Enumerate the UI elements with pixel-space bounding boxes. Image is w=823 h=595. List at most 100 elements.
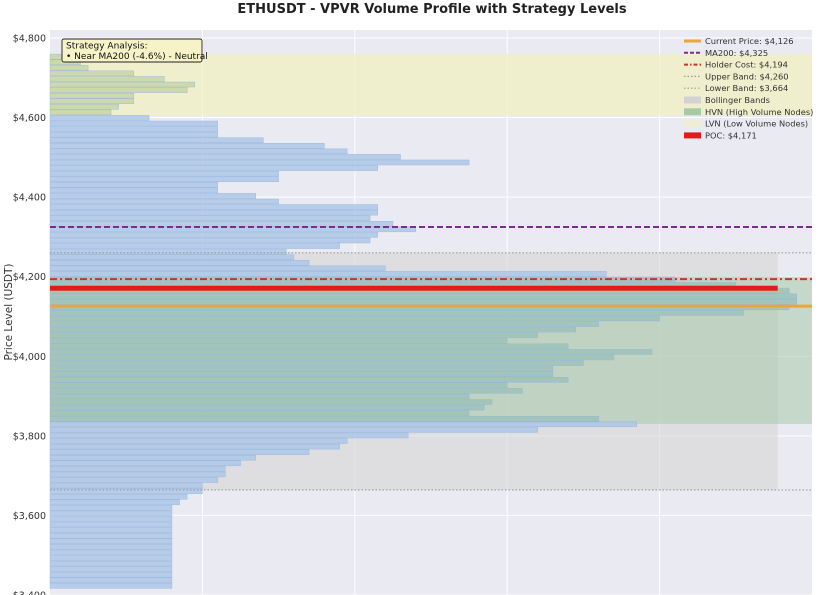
volume-bar-4249 <box>49 254 295 260</box>
legend-marker-poc <box>684 132 701 139</box>
volume-bar-4515 <box>49 148 348 155</box>
volume-bar-4375 <box>49 204 378 210</box>
volume-bar-4235 <box>49 260 310 266</box>
volume-bar-3423 <box>49 583 173 589</box>
y-tick-label-1: $3,600 <box>13 511 46 522</box>
legend-marker-bollinger <box>684 96 701 104</box>
volume-bar-3899 <box>49 393 470 400</box>
volume-bar-3437 <box>49 577 173 584</box>
volume-bar-4543 <box>49 137 264 143</box>
volume-bar-4641 <box>49 98 135 104</box>
chart-title: ETHUSDT - VPVR Volume Profile with Strat… <box>237 2 626 17</box>
volume-bar-4725 <box>49 65 89 71</box>
volume-bar-3563 <box>49 527 173 533</box>
volume-bar-3577 <box>49 521 173 528</box>
volume-bar-4011 <box>49 349 653 355</box>
volume-bar-3829 <box>49 421 637 428</box>
volume-bar-3983 <box>49 360 584 366</box>
y-tick-label-0: $3,400 <box>13 591 46 595</box>
volume-bar-4361 <box>49 209 378 216</box>
legend-label-lower_band: Lower Band: $3,664 <box>705 83 788 93</box>
volume-bar-4557 <box>49 131 218 138</box>
y-tick-label-6: $4,600 <box>13 113 46 124</box>
volume-bar-4067 <box>49 326 577 333</box>
volume-bar-4487 <box>49 159 470 166</box>
poc-bar <box>50 285 778 291</box>
volume-bar-4081 <box>49 321 599 327</box>
volume-bar-4655 <box>49 92 135 99</box>
volume-bar-3913 <box>49 388 523 394</box>
volume-bar-3591 <box>49 516 173 522</box>
volume-bar-4025 <box>49 343 569 350</box>
legend-label-current_price: Current Price: $4,126 <box>705 36 794 46</box>
legend-label-ma200: MA200: $4,325 <box>705 48 768 58</box>
volume-bar-4697 <box>49 76 165 82</box>
volume-bar-4151 <box>49 293 798 299</box>
volume-bar-3857 <box>49 410 470 416</box>
legend-marker-lvn <box>684 120 701 128</box>
volume-bar-3675 <box>49 482 203 489</box>
legend-label-lvn: LVN (Low Volume Nodes) <box>705 119 808 129</box>
volume-bar-3535 <box>49 538 173 545</box>
volume-bar-4221 <box>49 265 386 272</box>
legend-marker-hvn <box>684 108 701 116</box>
volume-bar-4711 <box>49 70 135 77</box>
volume-bar-3703 <box>49 471 226 478</box>
volume-bar-4389 <box>49 198 279 205</box>
volume-bar-4571 <box>49 126 218 132</box>
volume-bar-3717 <box>49 466 226 472</box>
volume-bar-3745 <box>49 454 256 461</box>
volume-bar-4459 <box>49 170 279 177</box>
y-tick-label-4: $4,200 <box>13 272 46 283</box>
volume-bar-3493 <box>49 555 173 561</box>
volume-bar-3843 <box>49 415 599 422</box>
volume-bar-3969 <box>49 365 554 372</box>
volume-bar-4417 <box>49 187 218 194</box>
y-tick-label-5: $4,400 <box>13 193 46 204</box>
volume-bar-3955 <box>49 371 554 377</box>
volume-bar-4501 <box>49 154 401 160</box>
volume-bar-3633 <box>49 499 180 506</box>
volume-bar-4207 <box>49 271 607 277</box>
strategy-annotation-box: Strategy Analysis: • Near MA200 (-4.6%) … <box>61 38 208 63</box>
annotation-frame <box>61 38 203 63</box>
volume-bar-4529 <box>49 143 325 149</box>
volume-bar-4613 <box>49 109 112 116</box>
volume-bar-3465 <box>49 566 173 572</box>
volume-bar-3885 <box>49 399 493 405</box>
volume-bar-4683 <box>49 81 196 88</box>
volume-bar-4431 <box>49 182 218 188</box>
volume-bar-4053 <box>49 332 538 338</box>
volume-bar-4599 <box>49 115 150 121</box>
legend-label-hvn: HVN (High Volume Nodes) <box>705 107 813 117</box>
volume-bar-4473 <box>49 165 378 171</box>
volume-bar-3521 <box>49 544 173 550</box>
volume-bar-4277 <box>49 243 340 249</box>
volume-bar-4333 <box>49 221 394 227</box>
legend: Current Price: $4,126 MA200: $4,325 Holder… <box>684 36 813 140</box>
legend-label-upper_band: Upper Band: $4,260 <box>705 71 789 81</box>
annotation-title: Strategy Analysis: <box>66 42 148 52</box>
volume-bar-4445 <box>49 176 279 182</box>
volume-bar-3605 <box>49 510 173 517</box>
volume-bar-4095 <box>49 315 660 322</box>
volume-bar-4039 <box>49 337 508 344</box>
volume-bar-3787 <box>49 438 348 444</box>
volume-bar-3773 <box>49 443 340 450</box>
y-axis-ticks: $3,400 $3,600 $3,800 $4,000 $4,200 $4,400 $4,6… <box>13 33 46 595</box>
y-tick-label-2: $3,800 <box>13 431 46 442</box>
volume-bar-3731 <box>49 460 241 467</box>
volume-bar-3451 <box>49 571 173 578</box>
volume-bar-3801 <box>49 432 409 439</box>
legend-label-poc: POC: $4,171 <box>705 130 757 140</box>
volume-bar-4347 <box>49 215 371 221</box>
volume-bar-4627 <box>49 104 119 110</box>
volume-bar-4291 <box>49 237 371 244</box>
volume-bar-3941 <box>49 376 569 383</box>
volume-profile-bars <box>49 53 798 589</box>
volume-bar-3549 <box>49 532 173 539</box>
legend-label-bollinger: Bollinger Bands <box>705 95 770 105</box>
volume-bar-3871 <box>49 404 485 411</box>
volume-bar-4137 <box>49 299 798 305</box>
